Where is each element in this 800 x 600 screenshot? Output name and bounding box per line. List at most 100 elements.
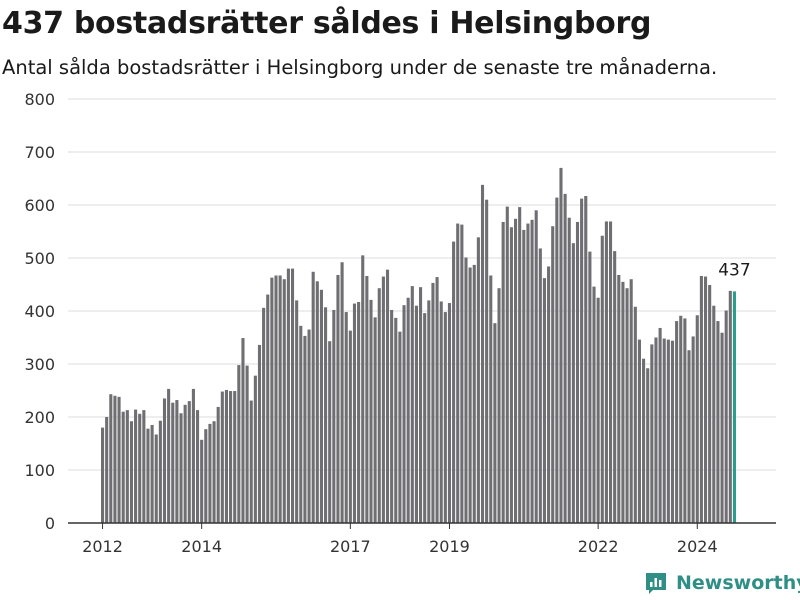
bar — [629, 279, 633, 523]
bar — [654, 337, 658, 523]
y-axis-tick-labels: 0 100 200 300 400 500 600 700 800 — [24, 90, 55, 533]
bar — [336, 274, 340, 523]
last-value-label: 437 — [718, 260, 750, 280]
bar — [712, 305, 716, 523]
bar — [658, 327, 662, 523]
bar — [683, 318, 687, 523]
page-subtitle: Antal sålda bostadsrätter i Helsingborg … — [2, 56, 718, 79]
bar — [452, 241, 456, 523]
bar — [385, 269, 390, 523]
bar — [485, 199, 489, 523]
bar — [724, 310, 728, 523]
bar — [431, 282, 435, 523]
bar — [695, 315, 699, 523]
bar — [547, 266, 551, 523]
bar — [518, 207, 522, 523]
bar — [307, 329, 311, 523]
bar — [167, 388, 171, 523]
bar — [311, 271, 315, 523]
bar — [439, 301, 443, 523]
bar — [224, 389, 228, 523]
bar — [522, 229, 526, 523]
bar — [691, 336, 695, 523]
bar — [699, 276, 703, 523]
bar — [398, 331, 402, 523]
y-tick-label: 800 — [24, 90, 55, 109]
bar — [146, 428, 150, 523]
bar — [290, 268, 295, 523]
page-title: 437 bostadsrätter såldes i Helsingborg — [2, 6, 652, 41]
bar — [162, 398, 167, 523]
bar — [551, 226, 555, 523]
bar — [505, 206, 509, 523]
bar — [571, 243, 575, 523]
bar — [357, 301, 361, 523]
bar — [728, 290, 732, 523]
bar — [220, 391, 224, 523]
bar — [315, 281, 319, 523]
bar — [319, 289, 323, 523]
bar — [670, 340, 675, 523]
bar — [406, 297, 410, 523]
bar — [241, 338, 245, 523]
bar — [117, 396, 121, 523]
bar — [332, 309, 336, 523]
bar — [460, 224, 464, 524]
x-tick-label: 2024 — [677, 537, 718, 556]
brand-name: Newsworthy — [676, 572, 800, 594]
bar — [423, 313, 427, 523]
bar — [105, 417, 109, 523]
bar — [216, 406, 220, 523]
y-tick-label: 700 — [24, 143, 55, 162]
y-tick-label: 0 — [45, 514, 55, 533]
y-tick-label: 100 — [24, 461, 55, 480]
bar — [708, 285, 712, 523]
bar — [373, 317, 377, 523]
bar — [642, 358, 646, 523]
bar — [125, 410, 129, 523]
bar — [295, 300, 299, 523]
bar — [121, 411, 125, 523]
bars — [101, 167, 736, 524]
bar — [588, 251, 592, 523]
y-tick-label: 500 — [24, 249, 55, 268]
x-axis-tick-labels: 2012 2014 2017 2019 2022 2024 — [82, 523, 718, 556]
bar — [419, 287, 423, 523]
bar — [633, 306, 637, 523]
bar — [179, 413, 183, 523]
bar — [472, 264, 476, 523]
x-tick-label: 2017 — [330, 537, 371, 556]
bar — [270, 277, 274, 523]
bar — [138, 413, 142, 523]
bar — [101, 427, 105, 523]
x-tick-label: 2014 — [181, 537, 222, 556]
y-tick-label: 300 — [24, 355, 55, 374]
bar — [650, 344, 654, 523]
bar — [286, 268, 290, 523]
bar — [637, 339, 641, 523]
bar — [233, 391, 237, 523]
bar — [175, 400, 179, 523]
bar — [480, 184, 485, 524]
bar — [617, 274, 621, 523]
bar — [534, 210, 538, 524]
bar — [381, 276, 385, 523]
bar-latest — [732, 291, 736, 523]
bar — [344, 312, 348, 523]
bar — [592, 286, 596, 523]
bar — [204, 429, 208, 523]
y-tick-label: 200 — [24, 408, 55, 427]
bar — [687, 350, 691, 523]
bar — [237, 365, 241, 523]
bar — [249, 400, 253, 523]
bar — [274, 275, 278, 523]
bar — [621, 281, 625, 523]
bar — [563, 193, 567, 523]
x-tick-label: 2012 — [82, 537, 123, 556]
bar — [253, 375, 257, 523]
bar — [348, 330, 352, 523]
bar — [555, 197, 559, 523]
bar — [514, 218, 518, 523]
brand-logo: Newsworthy — [644, 568, 800, 598]
